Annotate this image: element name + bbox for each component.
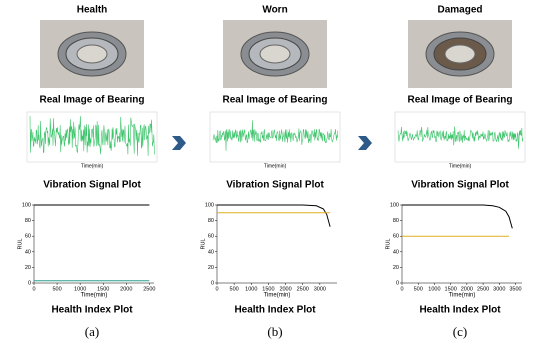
y-tick-label: 80 <box>208 218 214 224</box>
x-tick-label: 2500 <box>143 286 155 292</box>
panel-label: (a) <box>85 324 99 339</box>
hi-caption: Health Index Plot <box>419 305 501 316</box>
signal-xlabel: Time(min) <box>264 163 287 169</box>
y-tick-label: 0 <box>396 280 399 286</box>
signal-trace <box>29 115 156 156</box>
hi-line <box>217 204 331 227</box>
y-tick-label: 40 <box>208 249 214 255</box>
y-tick-label: 40 <box>25 249 31 255</box>
y-tick-label: 20 <box>25 265 31 271</box>
x-tick-label: 500 <box>52 286 61 292</box>
signal-trace <box>212 120 339 151</box>
y-tick-label: 100 <box>205 202 214 208</box>
x-tick-label: 1500 <box>445 286 457 292</box>
y-axis-label: RUL <box>17 238 23 249</box>
x-tick-label: 0 <box>215 286 218 292</box>
y-tick-label: 60 <box>393 234 399 240</box>
x-tick-label: 2500 <box>477 286 489 292</box>
signal-trace <box>397 126 524 149</box>
x-tick-label: 1000 <box>74 286 86 292</box>
arrow <box>172 136 186 150</box>
hi-line <box>402 204 513 229</box>
y-tick-label: 40 <box>393 249 399 255</box>
arrow <box>358 136 372 150</box>
x-tick-label: 1500 <box>262 286 274 292</box>
x-tick-label: 2000 <box>279 286 291 292</box>
bearing-inner <box>76 44 108 64</box>
x-tick-label: 2000 <box>461 286 473 292</box>
signal-plot <box>26 111 158 163</box>
column-title: Worn <box>262 5 287 16</box>
x-axis-label: Time(min) <box>81 293 108 299</box>
bearing-inner <box>444 44 476 64</box>
bearing-inner <box>259 44 291 64</box>
x-tick-label: 0 <box>32 286 35 292</box>
hi-caption: Health Index Plot <box>51 305 133 316</box>
y-axis-label: RUL <box>385 238 391 249</box>
hi-caption: Health Index Plot <box>234 305 316 316</box>
x-tick-label: 2000 <box>120 286 132 292</box>
x-tick-label: 500 <box>414 286 423 292</box>
y-tick-label: 80 <box>25 218 31 224</box>
x-axis-label: Time(min) <box>264 293 291 299</box>
x-tick-label: 0 <box>400 286 403 292</box>
column-title: Health <box>77 5 108 16</box>
y-tick-label: 80 <box>393 218 399 224</box>
signal-xlabel: Time(min) <box>449 163 472 169</box>
y-tick-label: 100 <box>22 202 31 208</box>
signal-xlabel: Time(min) <box>81 163 104 169</box>
x-axis-label: Time(min) <box>449 293 476 299</box>
image-caption: Real Image of Bearing <box>407 95 512 106</box>
x-tick-label: 1000 <box>245 286 257 292</box>
y-tick-label: 20 <box>208 265 214 271</box>
x-tick-label: 2500 <box>297 286 309 292</box>
signal-caption: Vibration Signal Plot <box>226 180 324 191</box>
x-tick-label: 1000 <box>428 286 440 292</box>
x-tick-label: 3000 <box>314 286 326 292</box>
panel-label: (b) <box>267 324 282 339</box>
y-tick-label: 0 <box>28 280 31 286</box>
y-tick-label: 60 <box>208 234 214 240</box>
y-tick-label: 100 <box>390 202 399 208</box>
y-axis-label: RUL <box>200 238 206 249</box>
panel-label: (c) <box>453 324 467 339</box>
y-tick-label: 0 <box>211 280 214 286</box>
x-tick-label: 3000 <box>493 286 505 292</box>
x-tick-label: 1500 <box>97 286 109 292</box>
signal-caption: Vibration Signal Plot <box>411 180 509 191</box>
y-tick-label: 60 <box>25 234 31 240</box>
x-tick-label: 500 <box>230 286 239 292</box>
image-caption: Real Image of Bearing <box>222 95 327 106</box>
y-tick-label: 20 <box>393 265 399 271</box>
signal-caption: Vibration Signal Plot <box>43 180 141 191</box>
image-caption: Real Image of Bearing <box>39 95 144 106</box>
x-tick-label: 3500 <box>509 286 521 292</box>
column-title: Damaged <box>437 5 482 16</box>
